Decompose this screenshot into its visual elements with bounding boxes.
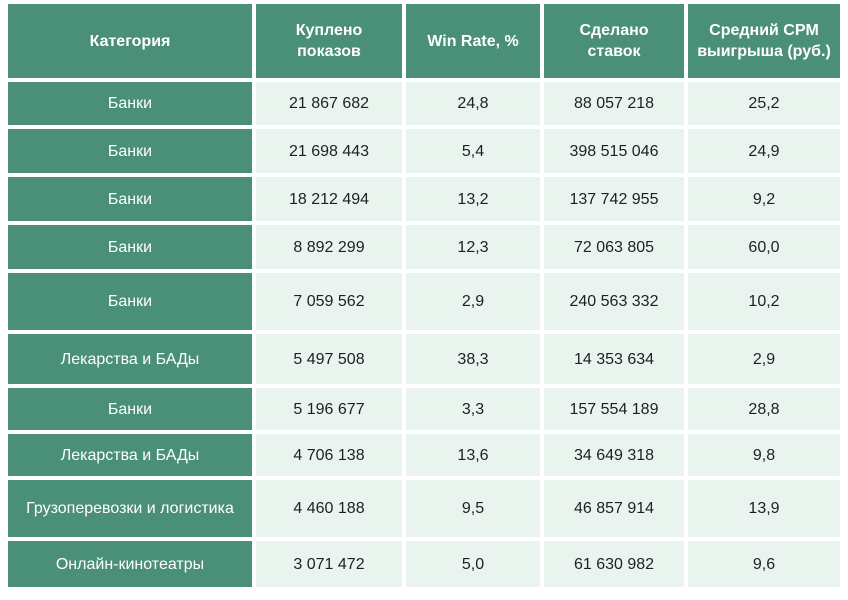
cell-cpm: 25,2 [688, 82, 840, 125]
table-row: Банки 21 698 443 5,4 398 515 046 24,9 [8, 129, 840, 173]
cell-win-rate: 5,4 [406, 129, 540, 173]
cell-cpm: 13,9 [688, 480, 840, 537]
cell-win-rate: 13,6 [406, 434, 540, 476]
cell-bids: 157 554 189 [544, 388, 684, 430]
cell-cpm: 10,2 [688, 273, 840, 330]
cell-bids: 88 057 218 [544, 82, 684, 125]
cell-category: Банки [8, 129, 252, 173]
cell-win-rate: 13,2 [406, 177, 540, 221]
cell-bids: 72 063 805 [544, 225, 684, 269]
cell-bids: 34 649 318 [544, 434, 684, 476]
table-row: Банки 21 867 682 24,8 88 057 218 25,2 [8, 82, 840, 125]
header-impressions: Куплено показов [256, 4, 402, 78]
cell-cpm: 2,9 [688, 334, 840, 384]
cell-category: Банки [8, 273, 252, 330]
cell-win-rate: 3,3 [406, 388, 540, 430]
header-win-rate: Win Rate, % [406, 4, 540, 78]
cell-impressions: 3 071 472 [256, 541, 402, 587]
cell-bids: 61 630 982 [544, 541, 684, 587]
cell-win-rate: 38,3 [406, 334, 540, 384]
category-stats-table: Категория Куплено показов Win Rate, % Сд… [4, 0, 844, 591]
cell-cpm: 9,8 [688, 434, 840, 476]
table-row: Банки 8 892 299 12,3 72 063 805 60,0 [8, 225, 840, 269]
cell-impressions: 21 698 443 [256, 129, 402, 173]
cell-impressions: 7 059 562 [256, 273, 402, 330]
cell-cpm: 9,6 [688, 541, 840, 587]
cell-win-rate: 2,9 [406, 273, 540, 330]
cell-category: Банки [8, 388, 252, 430]
cell-impressions: 4 706 138 [256, 434, 402, 476]
cell-category: Банки [8, 82, 252, 125]
cell-bids: 46 857 914 [544, 480, 684, 537]
header-category: Категория [8, 4, 252, 78]
cell-bids: 240 563 332 [544, 273, 684, 330]
cell-cpm: 60,0 [688, 225, 840, 269]
table-row: Лекарства и БАДы 5 497 508 38,3 14 353 6… [8, 334, 840, 384]
cell-cpm: 9,2 [688, 177, 840, 221]
table-body: Банки 21 867 682 24,8 88 057 218 25,2 Ба… [8, 82, 840, 587]
cell-bids: 14 353 634 [544, 334, 684, 384]
table-row: Банки 5 196 677 3,3 157 554 189 28,8 [8, 388, 840, 430]
cell-category: Онлайн-кинотеатры [8, 541, 252, 587]
cell-impressions: 4 460 188 [256, 480, 402, 537]
table-row: Грузоперевозки и логистика 4 460 188 9,5… [8, 480, 840, 537]
cell-category: Грузоперевозки и логистика [8, 480, 252, 537]
header-row: Категория Куплено показов Win Rate, % Сд… [8, 4, 840, 78]
table-row: Онлайн-кинотеатры 3 071 472 5,0 61 630 9… [8, 541, 840, 587]
table-row: Лекарства и БАДы 4 706 138 13,6 34 649 3… [8, 434, 840, 476]
cell-cpm: 24,9 [688, 129, 840, 173]
cell-win-rate: 24,8 [406, 82, 540, 125]
table-row: Банки 18 212 494 13,2 137 742 955 9,2 [8, 177, 840, 221]
header-bids: Сделано ставок [544, 4, 684, 78]
header-cpm: Средний CPM выигрыша (руб.) [688, 4, 840, 78]
cell-win-rate: 9,5 [406, 480, 540, 537]
cell-bids: 398 515 046 [544, 129, 684, 173]
table-header: Категория Куплено показов Win Rate, % Сд… [8, 4, 840, 78]
cell-impressions: 18 212 494 [256, 177, 402, 221]
cell-category: Банки [8, 177, 252, 221]
cell-win-rate: 5,0 [406, 541, 540, 587]
table-row: Банки 7 059 562 2,9 240 563 332 10,2 [8, 273, 840, 330]
cell-cpm: 28,8 [688, 388, 840, 430]
cell-category: Банки [8, 225, 252, 269]
cell-bids: 137 742 955 [544, 177, 684, 221]
cell-impressions: 21 867 682 [256, 82, 402, 125]
cell-impressions: 8 892 299 [256, 225, 402, 269]
cell-impressions: 5 497 508 [256, 334, 402, 384]
cell-category: Лекарства и БАДы [8, 334, 252, 384]
cell-category: Лекарства и БАДы [8, 434, 252, 476]
cell-win-rate: 12,3 [406, 225, 540, 269]
cell-impressions: 5 196 677 [256, 388, 402, 430]
